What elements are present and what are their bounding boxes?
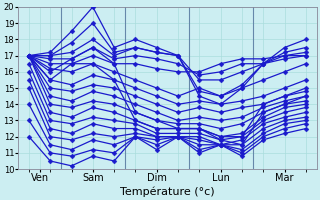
X-axis label: Température (°c): Température (°c) [120,186,215,197]
